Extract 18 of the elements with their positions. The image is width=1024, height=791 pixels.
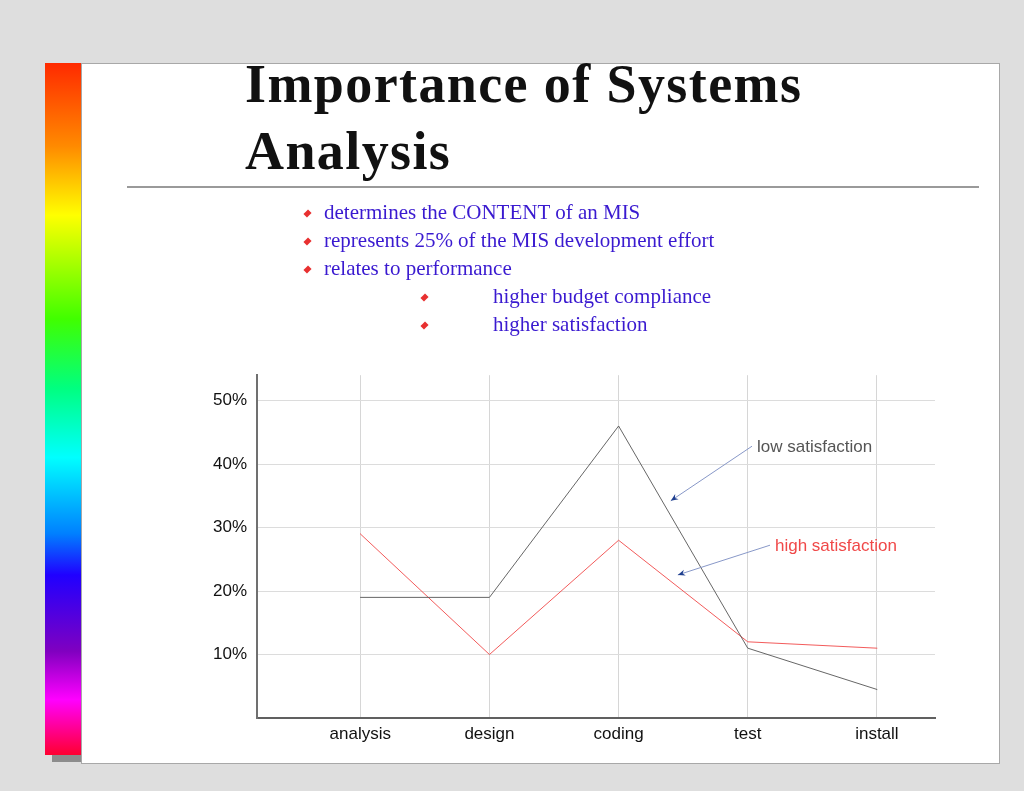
x-tick-label: design [464,723,515,743]
y-tick-label: 30% [212,517,247,537]
x-tick-label: coding [593,723,644,743]
text: high satisfaction [775,536,897,556]
text: higher budget compliance [493,283,712,309]
text: determines the CONTENT of an MIS [324,199,641,225]
y-tick-label: 10% [212,644,247,664]
text: higher satisfaction [493,311,648,337]
y-tick-label: 20% [212,580,247,600]
chart-title: Importance of Systems Analysis [245,53,804,183]
x-tick-label: install [855,723,899,743]
text: relates to performance [324,255,512,281]
y-tick-label: 40% [212,453,247,473]
x-tick-label: test [734,723,762,743]
text: represents 25% of the MIS development effort [324,227,715,253]
text: low satisfaction [757,437,873,457]
y-tick-label: 50% [212,390,247,410]
x-tick-label: analysis [329,723,392,743]
